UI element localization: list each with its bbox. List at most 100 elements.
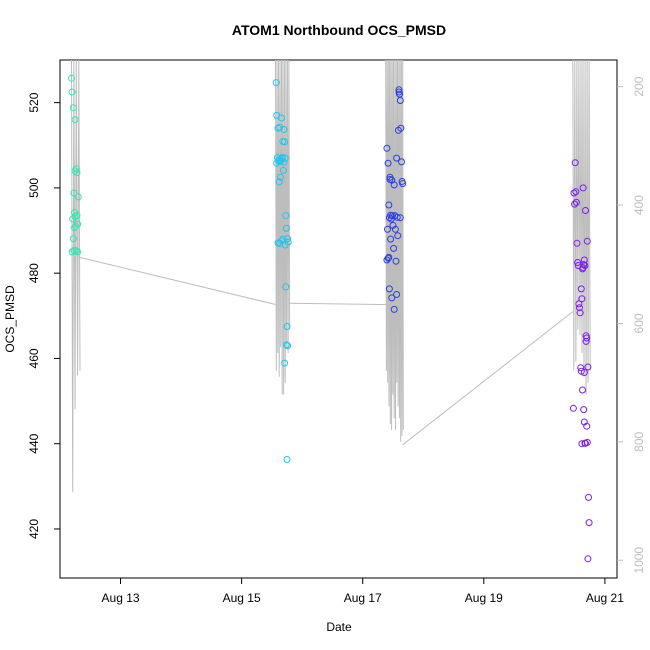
y2-tick-label: 800 xyxy=(632,432,646,452)
data-point xyxy=(384,159,392,167)
data-point xyxy=(70,189,78,197)
depth-cast-4 xyxy=(572,59,591,395)
data-point xyxy=(283,456,291,463)
data-point xyxy=(387,235,395,243)
data-point xyxy=(577,285,585,293)
data-points xyxy=(68,74,593,563)
chart-title: ATOM1 Northbound OCS_PMSD xyxy=(232,22,446,38)
data-point xyxy=(569,404,577,412)
data-point xyxy=(280,158,288,166)
data-point xyxy=(576,304,583,312)
x-axis-label: Date xyxy=(326,620,352,634)
data-point xyxy=(388,294,396,302)
data-point xyxy=(282,224,290,232)
data-point xyxy=(573,239,581,247)
data-point xyxy=(276,173,284,181)
data-point xyxy=(585,493,592,501)
data-point xyxy=(396,214,404,222)
data-point xyxy=(384,225,391,233)
data-point xyxy=(281,241,289,249)
data-point xyxy=(278,237,286,245)
data-point xyxy=(68,88,76,96)
data-point xyxy=(386,175,394,183)
data-point xyxy=(579,184,587,192)
data-point xyxy=(275,178,283,186)
data-point xyxy=(280,126,288,133)
x-tick-label: Aug 21 xyxy=(586,591,624,605)
data-point xyxy=(579,264,587,272)
data-point xyxy=(395,86,403,94)
y-tick-label: 420 xyxy=(27,519,41,539)
data-point xyxy=(398,158,405,166)
data-point xyxy=(390,244,398,252)
depth-cast-2 xyxy=(275,59,291,395)
data-point xyxy=(385,201,393,209)
x-tick-label: Aug 15 xyxy=(223,591,261,605)
data-point xyxy=(283,323,291,330)
data-point xyxy=(71,224,78,232)
data-point xyxy=(583,237,591,245)
data-point xyxy=(399,180,407,188)
data-point xyxy=(68,74,75,82)
data-point xyxy=(577,364,585,372)
data-point xyxy=(571,159,579,167)
data-point xyxy=(284,235,292,243)
data-point xyxy=(570,189,578,197)
data-point xyxy=(578,295,586,303)
y-tick-label: 460 xyxy=(27,348,41,368)
data-point xyxy=(273,159,281,167)
y-tick-label: 500 xyxy=(27,178,41,198)
data-point xyxy=(580,406,588,414)
data-point xyxy=(579,386,586,394)
data-point xyxy=(74,193,82,201)
data-point xyxy=(572,188,580,196)
data-point xyxy=(69,104,77,112)
depth-cast-1 xyxy=(71,59,81,493)
data-point xyxy=(580,261,588,269)
data-point xyxy=(72,222,80,230)
data-point xyxy=(74,248,82,256)
data-point xyxy=(282,212,290,220)
data-point xyxy=(384,254,392,262)
y2-tick-label: 1000 xyxy=(632,547,646,574)
data-point xyxy=(396,97,404,104)
y2-tick-label: 400 xyxy=(632,195,646,215)
data-point xyxy=(284,342,292,350)
data-point xyxy=(582,207,589,214)
depth-transit-line-1 xyxy=(78,256,276,305)
data-point xyxy=(575,300,583,308)
data-point xyxy=(282,283,290,291)
axes: Aug 13 Aug 15 Aug 17 Aug 19 Aug 21 420 440 460 4… xyxy=(27,76,646,605)
data-point xyxy=(72,247,80,255)
data-point xyxy=(70,247,78,255)
data-point xyxy=(580,369,588,376)
data-point xyxy=(279,166,287,174)
depth-transit-line-2 xyxy=(288,302,386,305)
data-point xyxy=(392,257,400,265)
data-point xyxy=(385,253,393,261)
data-point xyxy=(73,169,81,177)
data-point xyxy=(278,155,286,162)
data-point xyxy=(584,363,592,371)
x-tick-label: Aug 13 xyxy=(102,591,140,605)
data-point xyxy=(281,359,289,367)
data-point xyxy=(71,167,79,175)
data-point xyxy=(572,198,580,206)
data-point xyxy=(385,285,393,293)
x-tick-label: Aug 17 xyxy=(344,591,382,605)
data-point xyxy=(282,341,290,349)
data-point xyxy=(583,334,591,342)
data-point xyxy=(581,262,589,269)
data-point xyxy=(69,235,77,243)
plot-frame xyxy=(59,59,618,579)
data-point xyxy=(578,440,586,448)
data-point xyxy=(582,337,590,345)
data-point xyxy=(71,116,79,124)
data-point xyxy=(272,79,280,87)
data-point xyxy=(576,309,584,317)
data-point xyxy=(383,144,391,152)
data-point xyxy=(276,123,284,131)
data-point xyxy=(585,519,593,527)
data-point xyxy=(394,232,402,240)
